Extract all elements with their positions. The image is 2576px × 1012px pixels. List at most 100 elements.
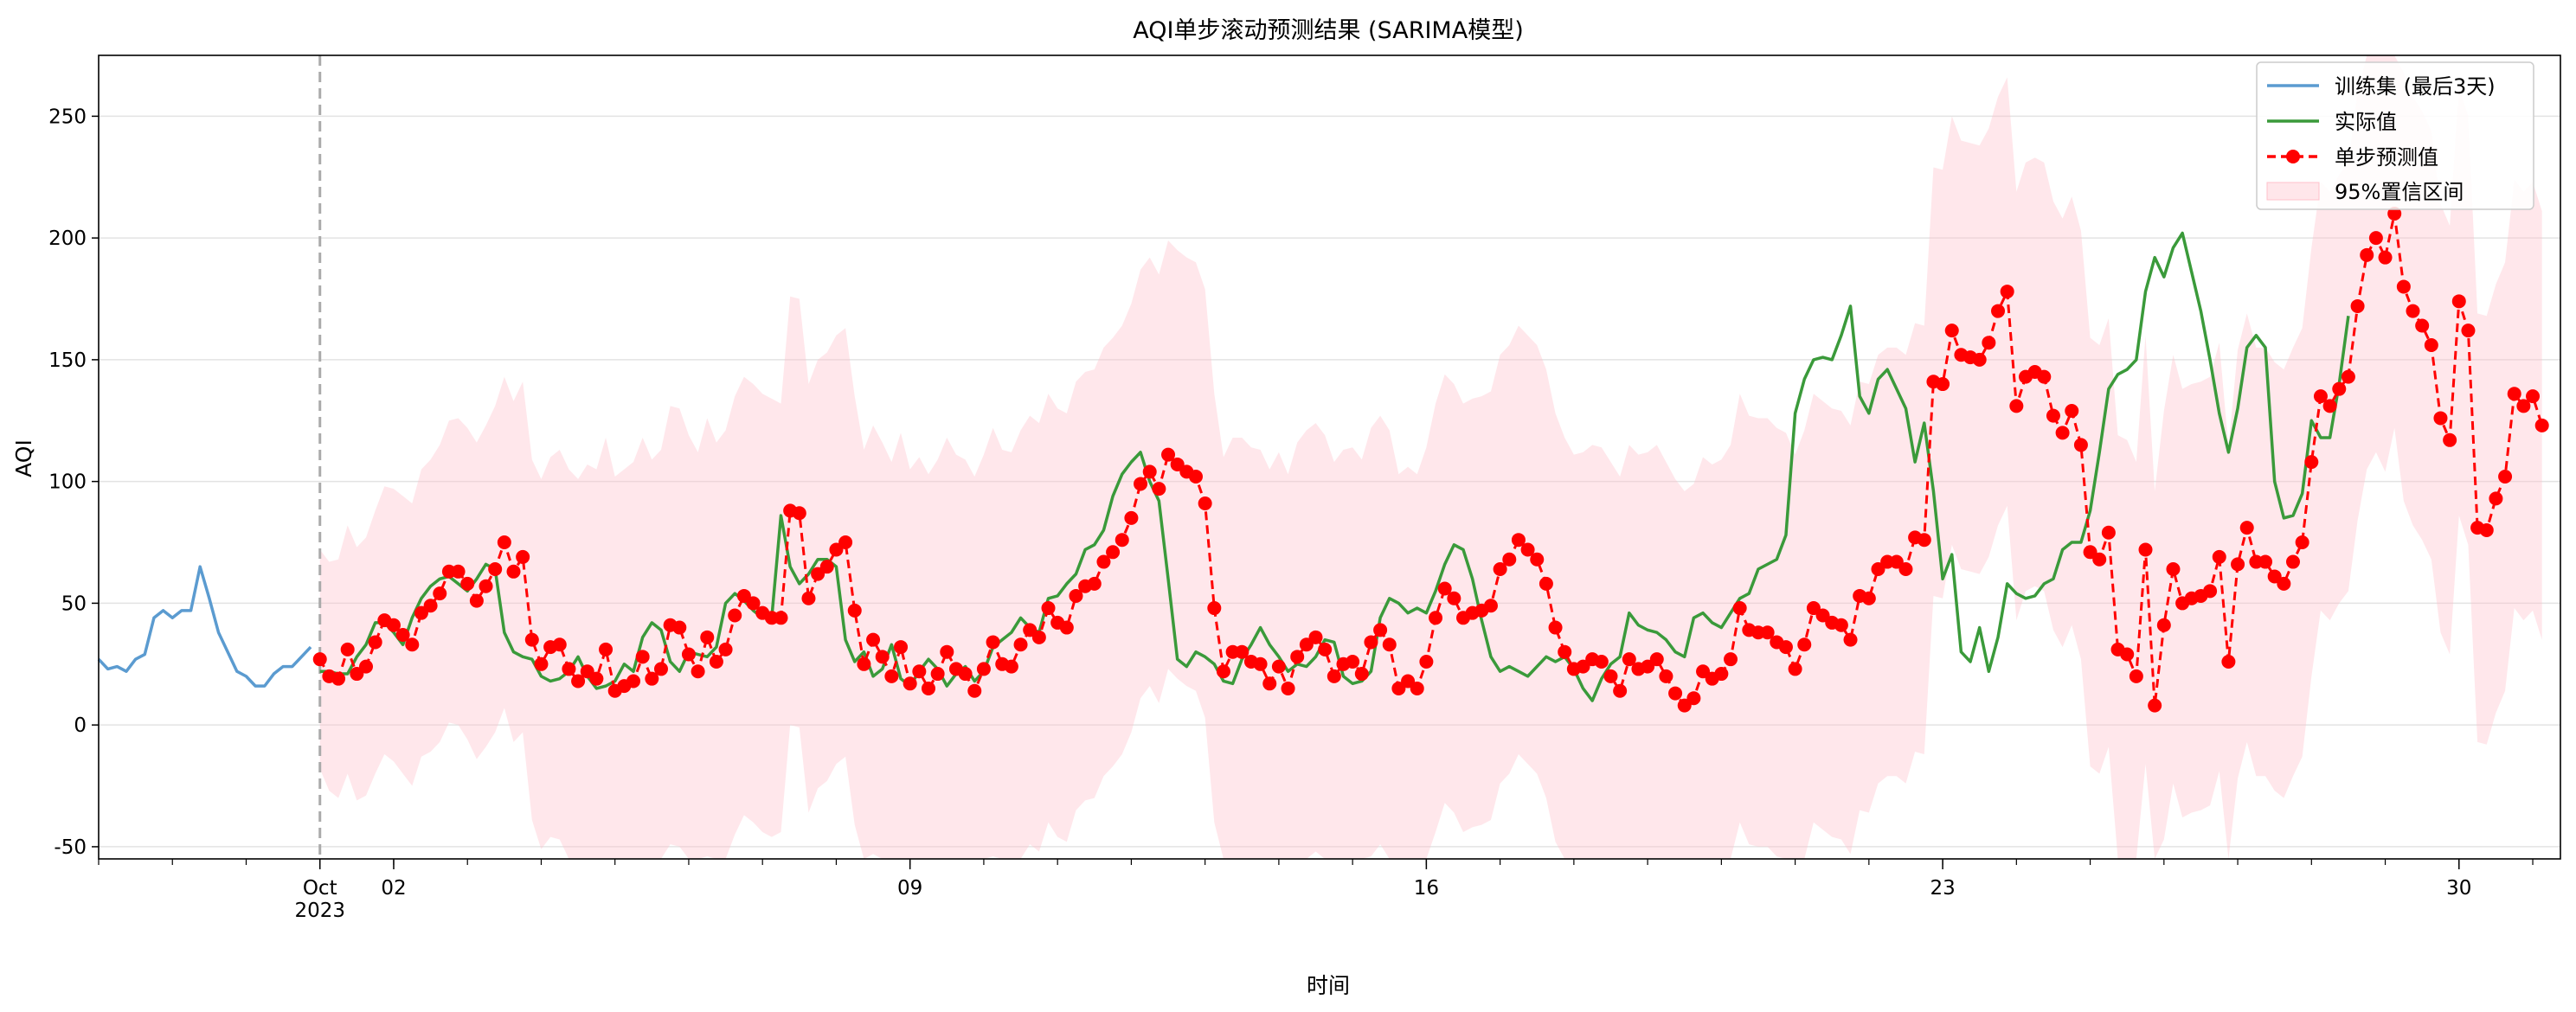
prediction-point (1142, 464, 1157, 479)
prediction-point (912, 664, 927, 679)
prediction-point (875, 650, 890, 664)
prediction-point (2350, 298, 2365, 313)
prediction-point (2322, 399, 2337, 413)
prediction-point (1004, 659, 1018, 674)
prediction-point (1023, 623, 1037, 637)
y-tick-label: 0 (74, 714, 87, 737)
prediction-point (2341, 369, 2355, 384)
prediction-point (2083, 545, 2097, 560)
y-tick-label: 250 (48, 106, 87, 128)
prediction-point (1641, 659, 1655, 674)
prediction-point (691, 664, 705, 679)
prediction-point (2101, 525, 2116, 540)
prediction-point (626, 674, 641, 689)
prediction-point (1760, 625, 1775, 640)
prediction-point (1059, 620, 1074, 635)
legend-label-ci: 95%置信区间 (2335, 180, 2464, 204)
prediction-point (903, 676, 917, 691)
prediction-point (2489, 491, 2503, 506)
prediction-point (1686, 691, 1701, 706)
prediction-point (2516, 399, 2531, 413)
prediction-point (340, 642, 355, 657)
prediction-point (1354, 667, 1369, 682)
prediction-point (1797, 637, 1812, 652)
prediction-point (1991, 304, 2006, 318)
prediction-point (967, 683, 982, 698)
prediction-point (2295, 535, 2309, 550)
ci-band (319, 55, 2542, 859)
prediction-point (589, 671, 604, 686)
prediction-point (359, 659, 374, 674)
prediction-point (2285, 554, 2300, 569)
prediction-point (405, 637, 420, 652)
prediction-point (2387, 206, 2402, 221)
prediction-point (2148, 698, 2162, 713)
prediction-point (2360, 247, 2374, 262)
prediction-point (1622, 652, 1636, 667)
prediction-point (2304, 455, 2319, 470)
prediction-points-layer (312, 206, 2549, 713)
prediction-point (2239, 521, 2254, 535)
prediction-point (534, 657, 549, 671)
prediction-point (681, 647, 696, 662)
prediction-point (2212, 549, 2226, 564)
prediction-point (1724, 652, 1738, 667)
prediction-point (1134, 477, 1148, 491)
x-tick-label: 30 (2446, 877, 2471, 900)
prediction-point (2433, 411, 2448, 426)
prediction-point (2396, 279, 2411, 294)
prediction-point (1603, 669, 1618, 683)
prediction-point (1613, 683, 1628, 698)
prediction-point (1290, 650, 1305, 664)
prediction-point (819, 560, 834, 574)
prediction-point (1170, 457, 1185, 471)
prediction-point (1364, 635, 1378, 650)
prediction-point (2073, 438, 2088, 452)
prediction-point (700, 630, 715, 644)
prediction-point (1944, 323, 1959, 338)
prediction-point (746, 596, 761, 611)
prediction-point (1843, 632, 1858, 647)
prediction-point (1013, 637, 1028, 652)
prediction-point (1788, 662, 1802, 676)
prediction-point (718, 642, 733, 657)
prediction-point (1069, 588, 1083, 603)
prediction-point (792, 506, 806, 521)
prediction-point (562, 662, 576, 676)
prediction-point (433, 586, 447, 601)
legend-label-train: 训练集 (最后3天) (2335, 74, 2496, 99)
grid-lines (99, 115, 2560, 848)
prediction-point (1936, 377, 1950, 392)
prediction-point (1041, 601, 1056, 616)
prediction-point (2368, 231, 2383, 246)
prediction-point (921, 681, 935, 695)
x-tick-label: 2023 (294, 900, 345, 922)
prediction-point (958, 667, 973, 682)
x-tick-label: Oct (303, 877, 337, 900)
prediction-point (469, 593, 484, 608)
prediction-point (736, 588, 751, 603)
prediction-point (1861, 591, 1876, 605)
prediction-point (1539, 576, 1553, 591)
prediction-point (1096, 554, 1111, 569)
prediction-point (1696, 664, 1711, 679)
prediction-point (1198, 496, 1212, 510)
actual-line (319, 231, 2350, 702)
x-tick-label: 23 (1930, 877, 1955, 900)
y-tick-label: 150 (48, 349, 87, 372)
prediction-point (1649, 652, 1664, 667)
prediction-point (488, 561, 503, 576)
prediction-point (1483, 599, 1498, 613)
prediction-point (2526, 389, 2541, 404)
prediction-point (1216, 664, 1230, 679)
y-axis-ticks: -50 0 50 100 150 200 250 (48, 106, 99, 859)
prediction-point (1318, 642, 1333, 657)
prediction-point (1668, 686, 1683, 701)
prediction-point (2534, 418, 2549, 432)
prediction-point (1152, 482, 1166, 496)
prediction-point (571, 674, 586, 689)
prediction-point (1207, 601, 1222, 616)
prediction-point (2332, 381, 2347, 396)
prediction-point (2415, 318, 2430, 333)
prediction-point (423, 599, 438, 613)
